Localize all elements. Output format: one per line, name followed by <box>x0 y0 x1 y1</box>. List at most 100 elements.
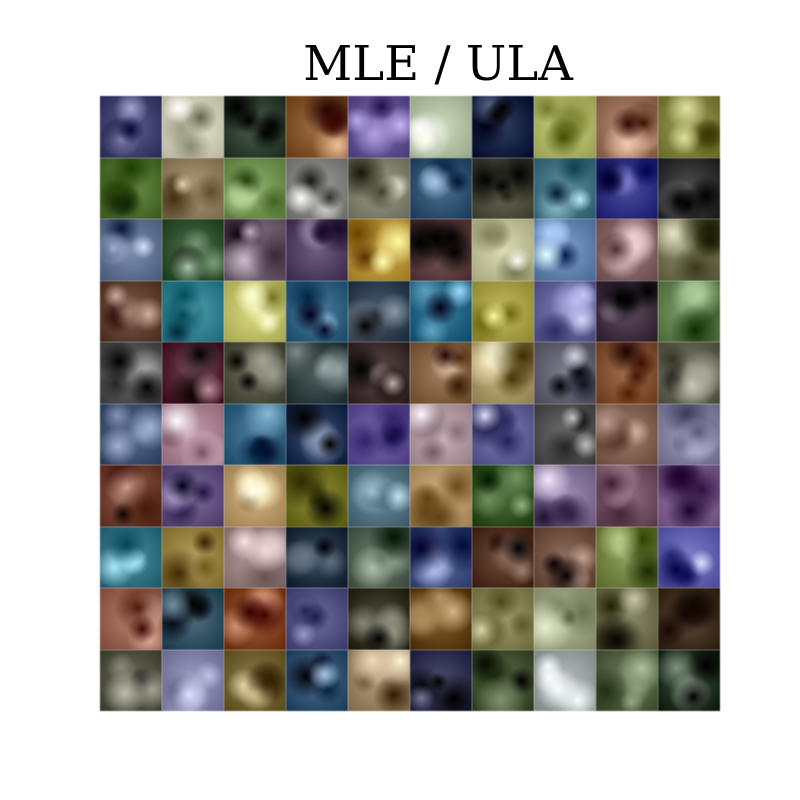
figure-title: MLE / ULA <box>303 36 573 92</box>
sample-tile <box>658 526 720 588</box>
sample-tile <box>348 342 410 404</box>
sample-tile <box>658 280 720 342</box>
sample-tile <box>472 96 534 158</box>
sample-tile <box>534 649 596 711</box>
sample-tile <box>162 526 224 588</box>
sample-tile <box>224 219 286 281</box>
sample-tile <box>534 403 596 465</box>
sample-tile <box>224 465 286 527</box>
sample-tile <box>596 526 658 588</box>
sample-tile <box>348 403 410 465</box>
sample-tile <box>286 157 348 219</box>
sample-tile <box>162 157 224 219</box>
sample-tile <box>162 465 224 527</box>
sample-tile <box>410 280 472 342</box>
sample-tile <box>100 526 162 588</box>
sample-tile <box>410 219 472 281</box>
sample-tile <box>410 649 472 711</box>
sample-tile <box>286 649 348 711</box>
sample-tile <box>162 342 224 404</box>
sample-tile <box>286 465 348 527</box>
sample-tile <box>596 219 658 281</box>
sample-tile <box>348 649 410 711</box>
sample-tile <box>348 157 410 219</box>
sample-tile <box>658 342 720 404</box>
sample-tile <box>534 280 596 342</box>
sample-tile <box>472 219 534 281</box>
sample-tile <box>410 342 472 404</box>
sample-tile <box>286 403 348 465</box>
sample-tile <box>596 157 658 219</box>
sample-tile <box>162 219 224 281</box>
sample-tile <box>100 403 162 465</box>
sample-tile <box>224 96 286 158</box>
sample-tile <box>596 96 658 158</box>
sample-tile <box>534 157 596 219</box>
sample-tile <box>472 526 534 588</box>
sample-tile <box>224 342 286 404</box>
sample-tile <box>596 465 658 527</box>
sample-tile <box>100 219 162 281</box>
sample-tile <box>472 157 534 219</box>
sample-tile <box>410 96 472 158</box>
sample-tile <box>286 342 348 404</box>
sample-tile <box>534 526 596 588</box>
sample-tile <box>100 96 162 158</box>
sample-tile <box>348 526 410 588</box>
sample-tile <box>410 588 472 650</box>
sample-tile <box>596 588 658 650</box>
sample-tile <box>472 403 534 465</box>
sample-tile <box>472 649 534 711</box>
sample-tile <box>658 403 720 465</box>
sample-tile <box>658 219 720 281</box>
sample-tile <box>472 588 534 650</box>
sample-tile <box>348 219 410 281</box>
sample-tile <box>100 157 162 219</box>
sample-tile <box>410 465 472 527</box>
sample-tile <box>100 465 162 527</box>
sample-tile <box>224 403 286 465</box>
sample-tile <box>224 588 286 650</box>
sample-tile <box>162 588 224 650</box>
sample-tile <box>162 96 224 158</box>
sample-tile <box>410 403 472 465</box>
sample-tile <box>162 280 224 342</box>
sample-tile <box>224 157 286 219</box>
sample-tile <box>348 465 410 527</box>
sample-tile <box>100 280 162 342</box>
sample-tile <box>534 219 596 281</box>
sample-tile <box>410 526 472 588</box>
sample-image-grid <box>100 96 720 711</box>
sample-tile <box>286 219 348 281</box>
sample-tile <box>658 465 720 527</box>
sample-tile <box>658 649 720 711</box>
sample-tile <box>348 96 410 158</box>
sample-tile <box>286 526 348 588</box>
sample-tile <box>224 649 286 711</box>
sample-tile <box>162 403 224 465</box>
sample-tile <box>472 465 534 527</box>
sample-tile <box>534 588 596 650</box>
sample-tile <box>224 280 286 342</box>
sample-tile <box>100 649 162 711</box>
sample-tile <box>286 588 348 650</box>
sample-tile <box>348 280 410 342</box>
sample-tile <box>286 280 348 342</box>
sample-tile <box>596 649 658 711</box>
sample-tile <box>410 157 472 219</box>
sample-tile <box>658 157 720 219</box>
sample-tile <box>348 588 410 650</box>
sample-tile <box>534 96 596 158</box>
sample-tile <box>596 342 658 404</box>
sample-tile <box>100 342 162 404</box>
sample-tile <box>472 280 534 342</box>
sample-tile <box>596 280 658 342</box>
sample-tile <box>596 403 658 465</box>
sample-tile <box>534 342 596 404</box>
sample-tile <box>658 96 720 158</box>
sample-tile <box>286 96 348 158</box>
sample-tile <box>162 649 224 711</box>
sample-tile <box>658 588 720 650</box>
sample-tile <box>472 342 534 404</box>
sample-tile <box>534 465 596 527</box>
